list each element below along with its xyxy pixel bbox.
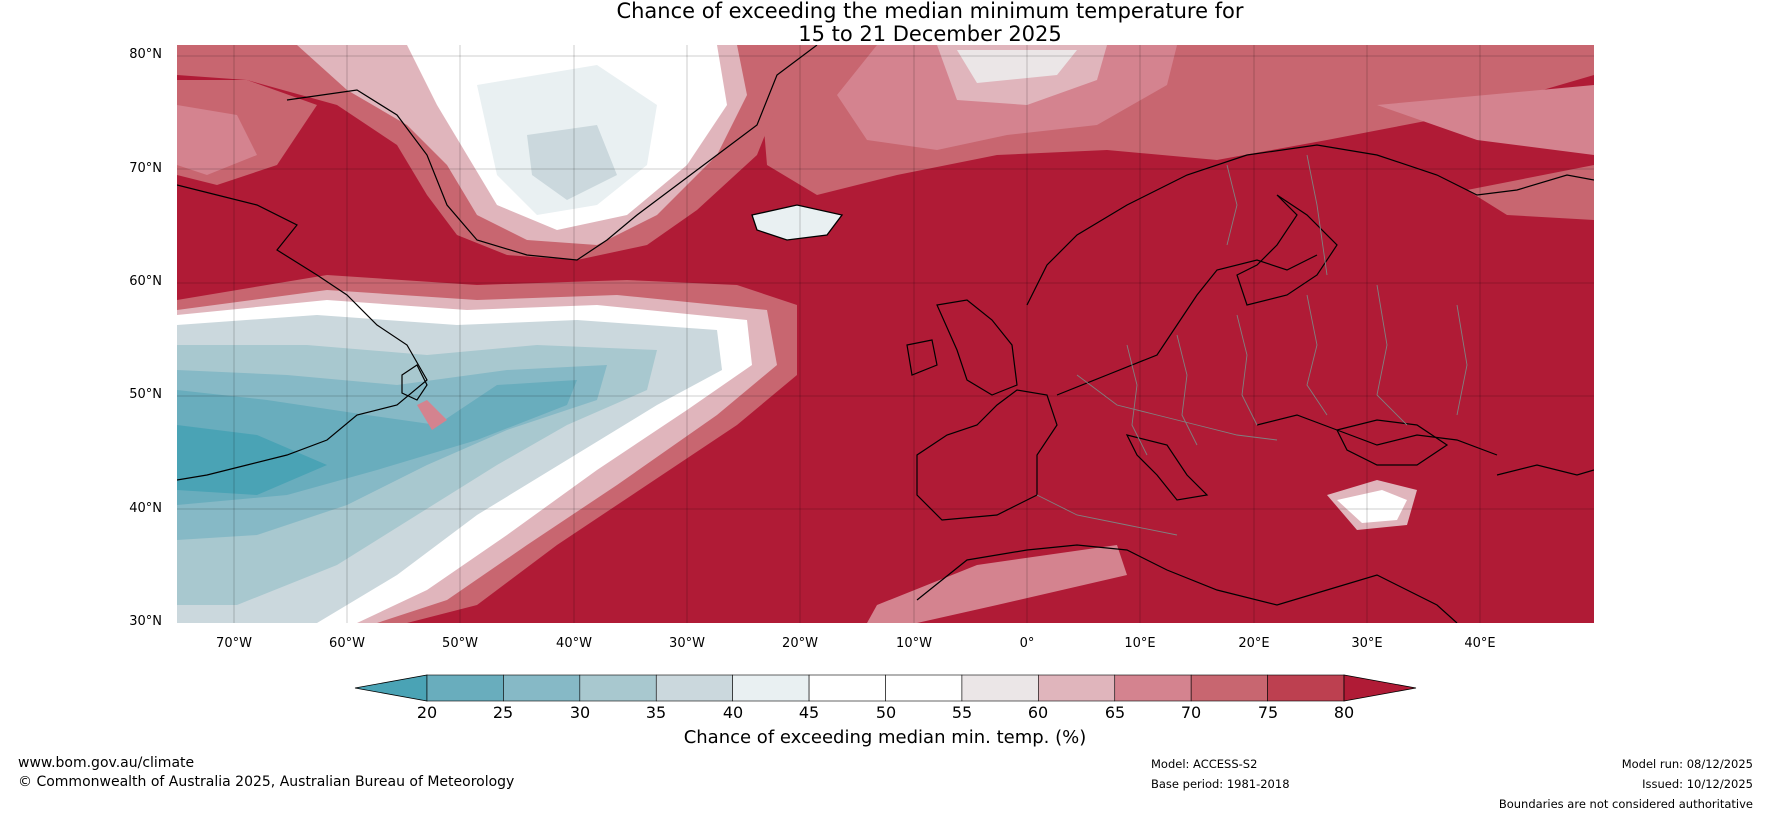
cbar-tick-35: 35 bbox=[645, 703, 667, 722]
lon-label-70w: 70°W bbox=[216, 636, 252, 651]
colorbar-extend-high bbox=[1343, 674, 1417, 702]
footer-model: Model: ACCESS-S2 bbox=[1151, 757, 1258, 771]
lon-label-0: 0° bbox=[1019, 636, 1035, 651]
graticule bbox=[177, 45, 1594, 623]
lat-label-30n: 30°N bbox=[129, 614, 162, 629]
colorbar-segment bbox=[732, 674, 810, 702]
lat-label-60n: 60°N bbox=[129, 274, 162, 289]
map-title-line1: Chance of exceeding the median minimum t… bbox=[616, 0, 1244, 23]
colorbar-segment bbox=[1190, 674, 1268, 702]
cbar-tick-20: 20 bbox=[416, 703, 438, 722]
lon-label-10e: 10°E bbox=[1124, 636, 1156, 651]
lon-label-60w: 60°W bbox=[329, 636, 365, 651]
cbar-tick-75: 75 bbox=[1257, 703, 1279, 722]
colorbar-segment bbox=[1267, 674, 1345, 702]
anatolia-region bbox=[1327, 480, 1417, 530]
lon-label-40e: 40°E bbox=[1464, 636, 1496, 651]
north-africa-region bbox=[867, 545, 1127, 623]
map-title-line2: 15 to 21 December 2025 bbox=[798, 22, 1062, 46]
cbar-tick-50: 50 bbox=[875, 703, 897, 722]
lon-label-30e: 30°E bbox=[1351, 636, 1383, 651]
lat-label-80n: 80°N bbox=[129, 47, 162, 62]
lon-label-20w: 20°W bbox=[782, 636, 818, 651]
lon-label-10w: 10°W bbox=[896, 636, 932, 651]
colorbar-segment bbox=[961, 674, 1039, 702]
cbar-tick-25: 25 bbox=[492, 703, 514, 722]
colorbar bbox=[354, 674, 1417, 702]
lon-label-20e: 20°E bbox=[1238, 636, 1270, 651]
arctic-pink-region bbox=[757, 45, 1594, 220]
map-title: Chance of exceeding the median minimum t… bbox=[230, 0, 1630, 46]
colorbar-segment bbox=[503, 674, 581, 702]
colorbar-title: Chance of exceeding median min. temp. (%… bbox=[683, 727, 1087, 748]
lat-label-40n: 40°N bbox=[129, 501, 162, 516]
lon-label-50w: 50°W bbox=[442, 636, 478, 651]
lat-label-70n: 70°N bbox=[129, 161, 162, 176]
cbar-tick-70: 70 bbox=[1180, 703, 1202, 722]
footer-copyright: © Commonwealth of Australia 2025, Austra… bbox=[18, 774, 515, 790]
lat-label-50n: 50°N bbox=[129, 387, 162, 402]
cbar-tick-65: 65 bbox=[1104, 703, 1126, 722]
colorbar-segment bbox=[885, 674, 963, 702]
lon-label-30w: 30°W bbox=[669, 636, 705, 651]
atlantic-cool-region bbox=[177, 275, 797, 623]
footer-website: www.bom.gov.au/climate bbox=[18, 755, 195, 771]
colorbar-segment bbox=[579, 674, 657, 702]
cbar-tick-60: 60 bbox=[1027, 703, 1049, 722]
probability-map bbox=[177, 45, 1594, 623]
coastlines bbox=[177, 45, 1594, 623]
colorbar-segment bbox=[1114, 674, 1192, 702]
footer-base-period: Base period: 1981-2018 bbox=[1151, 777, 1290, 791]
footer-disclaimer: Boundaries are not considered authoritat… bbox=[1498, 797, 1753, 811]
country-borders bbox=[1036, 154, 1468, 536]
map-canvas bbox=[177, 45, 1594, 623]
footer-issued: Issued: 10/12/2025 bbox=[1642, 777, 1753, 791]
colorbar-segment bbox=[1038, 674, 1116, 702]
cbar-tick-80: 80 bbox=[1333, 703, 1355, 722]
colorbar-extend-low bbox=[354, 674, 428, 702]
cbar-tick-30: 30 bbox=[569, 703, 591, 722]
iceland-landmass bbox=[751, 204, 844, 241]
cbar-tick-55: 55 bbox=[951, 703, 973, 722]
cbar-tick-45: 45 bbox=[798, 703, 820, 722]
colorbar-segment bbox=[655, 674, 733, 702]
greenland-region bbox=[177, 45, 777, 260]
lon-label-40w: 40°W bbox=[556, 636, 592, 651]
footer-model-run: Model run: 08/12/2025 bbox=[1621, 757, 1753, 771]
cbar-tick-40: 40 bbox=[722, 703, 744, 722]
colorbar-segment bbox=[426, 674, 504, 702]
colorbar-segment bbox=[808, 674, 886, 702]
